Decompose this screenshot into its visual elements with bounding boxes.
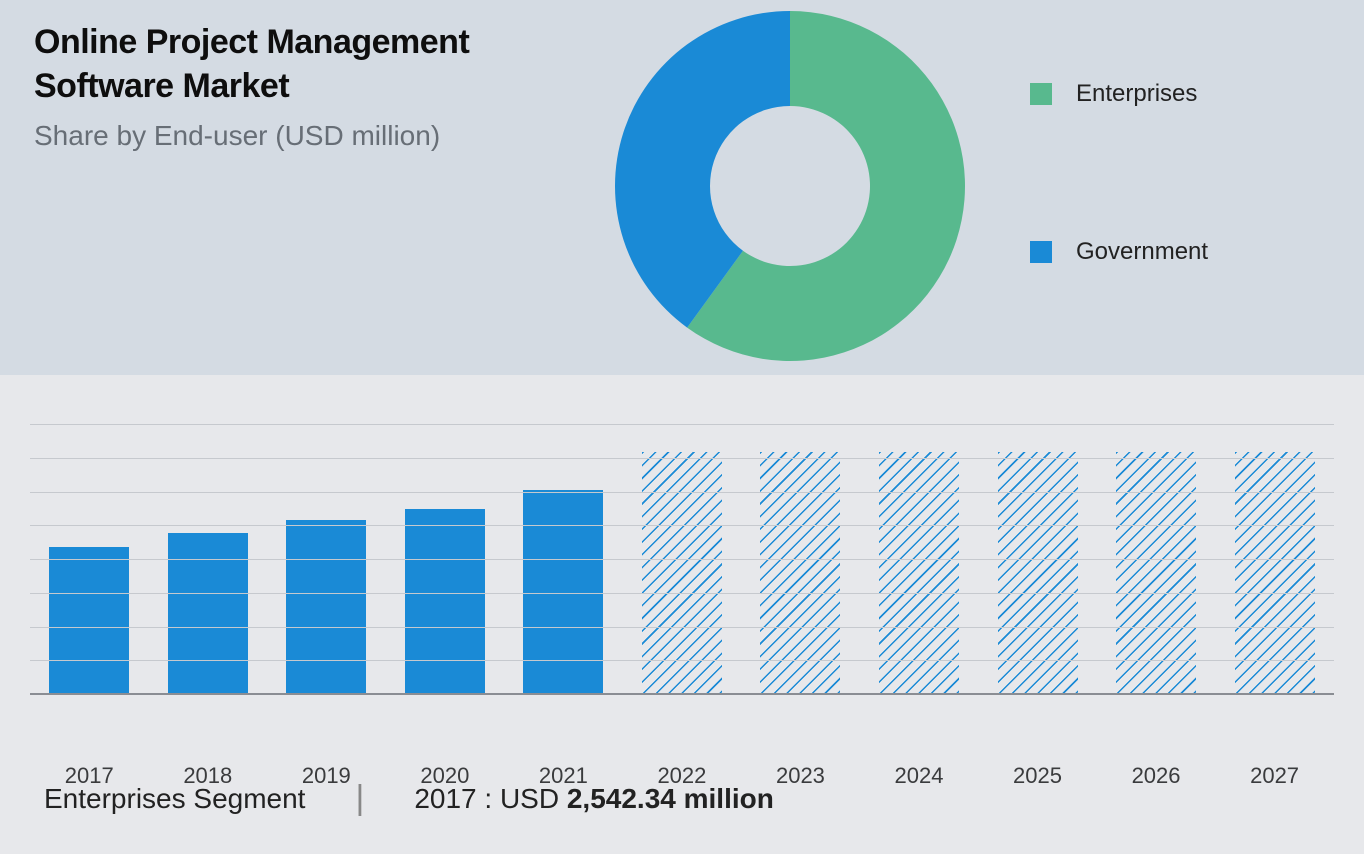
legend-label: Enterprises: [1076, 80, 1197, 108]
gridline: [30, 424, 1334, 425]
legend-item: Enterprises: [1030, 80, 1208, 108]
bar-forecast: [642, 452, 722, 695]
bottom-section: 2017201820192020202120222023202420252026…: [0, 375, 1364, 854]
bar-solid: [168, 533, 248, 695]
footer-line: Enterprises Segment | 2017 : USD 2,542.3…: [44, 779, 1324, 818]
gridline: [30, 492, 1334, 493]
bar-solid: [405, 509, 485, 695]
footer-currency: USD: [500, 783, 567, 814]
donut-chart: [610, 6, 970, 371]
legend-swatch: [1030, 83, 1052, 105]
bar-slot: [286, 520, 366, 696]
bar-solid: [49, 547, 129, 696]
bar-solid: [286, 520, 366, 696]
bar-slot: [405, 509, 485, 695]
page-subtitle: Share by End-user (USD million): [34, 120, 554, 152]
bar-forecast: [1235, 452, 1315, 695]
page: Online Project Management Software Marke…: [0, 0, 1364, 854]
bar-slot: [998, 452, 1078, 695]
gridline: [30, 593, 1334, 594]
footer-year: 2017: [414, 783, 476, 814]
bar-slot: [760, 452, 840, 695]
gridline: [30, 559, 1334, 560]
gridline: [30, 627, 1334, 628]
gridline: [30, 458, 1334, 459]
footer-segment-label: Enterprises Segment: [44, 783, 305, 815]
bars-row: [30, 425, 1334, 695]
donut-legend: Enterprises Government: [1030, 80, 1208, 396]
legend-label: Government: [1076, 238, 1208, 266]
plot-area: [30, 425, 1334, 695]
bar-forecast: [1116, 452, 1196, 695]
bar-slot: [168, 533, 248, 695]
legend-swatch: [1030, 241, 1052, 263]
footer-stat: 2017 : USD 2,542.34 million: [414, 783, 774, 815]
baseline: [30, 693, 1334, 695]
title-block: Online Project Management Software Marke…: [34, 20, 554, 152]
gridline: [30, 525, 1334, 526]
bar-forecast: [879, 452, 959, 695]
footer-separator: |: [355, 779, 364, 818]
gridline: [30, 660, 1334, 661]
top-section: Online Project Management Software Marke…: [0, 0, 1364, 375]
bar-slot: [49, 547, 129, 696]
legend-item: Government: [1030, 238, 1208, 266]
bar-slot: [879, 452, 959, 695]
bar-chart: 2017201820192020202120222023202420252026…: [30, 415, 1334, 745]
footer-value: 2,542.34 million: [567, 783, 774, 814]
page-title: Online Project Management Software Marke…: [34, 20, 554, 108]
bar-slot: [1116, 452, 1196, 695]
bar-forecast: [760, 452, 840, 695]
donut-svg: [610, 6, 970, 366]
bar-slot: [642, 452, 722, 695]
bar-slot: [1235, 452, 1315, 695]
bar-forecast: [998, 452, 1078, 695]
